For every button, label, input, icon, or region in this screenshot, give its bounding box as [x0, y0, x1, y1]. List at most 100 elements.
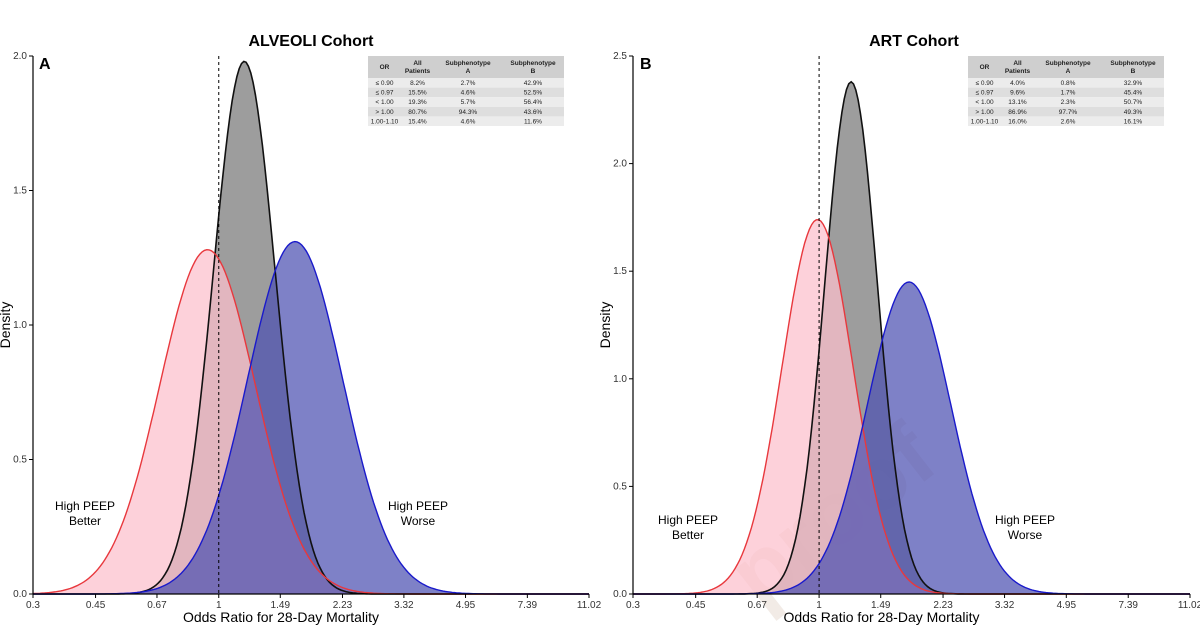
table-cell: > 1.00	[975, 109, 994, 116]
table-cell: 0.8%	[1061, 80, 1076, 87]
table-cell: 1.7%	[1061, 90, 1076, 97]
table-header-word: Patients	[405, 68, 431, 75]
table-header-word: A	[466, 68, 471, 75]
y-axis-title: Density	[0, 302, 13, 349]
table-cell: 2.7%	[461, 80, 476, 87]
table-cell: 50.7%	[1124, 99, 1143, 106]
table-cell: 8.2%	[410, 80, 425, 87]
table-cell: < 1.00	[975, 99, 994, 106]
panel-a-alveoli: ALVEOLI Cohort A 0.3 0.45 0.67 1 1.49 2.23 3.32 4…	[0, 33, 602, 625]
x-axis-title: Odds Ratio for 28-Day Mortality	[183, 609, 379, 625]
x-tick-label: 4.95	[456, 600, 476, 611]
table-cell: 4.6%	[461, 118, 476, 125]
x-tick-label: 3.32	[995, 600, 1015, 611]
table-cell: > 1.00	[375, 109, 394, 116]
table-cell: ≤ 0.97	[975, 90, 993, 97]
table-cell: 16.1%	[1124, 118, 1143, 125]
table-cell: 86.9%	[1008, 109, 1027, 116]
table-header-bg	[968, 56, 1164, 78]
table-row	[368, 87, 564, 98]
table-cell: 80.7%	[408, 109, 427, 116]
x-tick-label: 1	[816, 600, 822, 611]
annotation-better: Better	[69, 514, 101, 528]
table-cell: 32.9%	[1124, 80, 1143, 87]
table-cell: 9.6%	[1010, 90, 1025, 97]
x-tick-label: 7.39	[518, 600, 538, 611]
table-cell: 45.4%	[1124, 90, 1143, 97]
x-tick-label: 11.02	[577, 600, 602, 611]
table-header-cell: OR	[380, 64, 390, 71]
table-row	[968, 97, 1164, 107]
table-header-word: All	[413, 60, 422, 67]
table-row	[968, 116, 1164, 126]
x-tick-label: 1.49	[871, 600, 891, 611]
y-tick-label: 1.5	[13, 186, 27, 197]
table-row	[368, 116, 564, 126]
y-tick-label: 0.5	[613, 481, 627, 492]
table-cell: 19.3%	[408, 99, 427, 106]
table-header-cell: Subphenotype B	[1110, 60, 1156, 75]
annotation-worse: Worse	[401, 514, 436, 528]
table-cell: 4.6%	[461, 90, 476, 97]
table-row	[368, 97, 564, 107]
y-axis-title: Density	[597, 302, 613, 349]
table-header-cell: All Patients	[405, 60, 431, 75]
y-tick-label: 2.0	[613, 159, 627, 170]
x-tick-label: 0.67	[747, 600, 767, 611]
table-cell: 2.6%	[1061, 118, 1076, 125]
annotation-worse: High PEEP	[388, 499, 448, 513]
table-header-cell: All Patients	[1005, 60, 1031, 75]
table-header-word: Subphenotype	[1110, 60, 1156, 67]
x-tick-label: 0.45	[86, 600, 106, 611]
annotation-worse: Worse	[1008, 528, 1043, 542]
table-cell: 15.4%	[408, 118, 427, 125]
y-tick-label: 0.0	[13, 589, 27, 600]
table-row	[368, 106, 564, 117]
table-header-cell: Subphenotype B	[510, 60, 556, 75]
table-row	[968, 78, 1164, 88]
y-tick-label: 1.5	[613, 266, 627, 277]
annotation-better: High PEEP	[55, 499, 115, 513]
table-header-word: Patients	[1005, 68, 1031, 75]
table-header-bg	[368, 56, 564, 78]
x-tick-label: 0.3	[626, 600, 640, 611]
table-header-word: Subphenotype	[445, 60, 491, 67]
table-header-word: Subphenotype	[510, 60, 556, 67]
table-header-word: Subphenotype	[1045, 60, 1091, 67]
x-tick-label: 2.23	[933, 600, 953, 611]
table-header-word: B	[531, 68, 536, 75]
table-header-word: All	[1013, 60, 1022, 67]
annotation-better: High PEEP	[658, 513, 718, 527]
y-tick-label: 2.5	[613, 51, 627, 62]
chart-title: ART Cohort	[869, 33, 959, 50]
annotation-worse: High PEEP	[995, 513, 1055, 527]
x-axis-title: Odds Ratio for 28-Day Mortality	[783, 609, 979, 625]
density-area-2	[633, 219, 1190, 594]
table-cell: 52.5%	[524, 90, 543, 97]
y-tick-label: 0.0	[613, 589, 627, 600]
table-cell: < 1.00	[375, 99, 394, 106]
table-cell: 16.0%	[1008, 118, 1027, 125]
table-header-cell: OR	[980, 64, 990, 71]
x-tick-label: 3.32	[394, 600, 414, 611]
table-cell: 42.9%	[524, 80, 543, 87]
x-tick-label: 7.39	[1119, 600, 1139, 611]
table-cell: 56.4%	[524, 99, 543, 106]
table-header-cell: Subphenotype A	[445, 60, 491, 75]
x-tick-label: 1.49	[271, 600, 291, 611]
x-tick-label: 2.23	[333, 600, 353, 611]
panel-b-art: ART Cohort B 0.3 0.45 0.67 1 1.49 2.23 3.32 4.95 7…	[597, 33, 1200, 625]
x-tick-label: 1	[216, 600, 222, 611]
y-tick-label: 1.0	[613, 374, 627, 385]
table-cell: 4.0%	[1010, 80, 1025, 87]
table-cell: 13.1%	[1008, 99, 1027, 106]
table-cell: ≤ 0.97	[375, 90, 393, 97]
density-area-3	[633, 282, 1190, 594]
panel-letter: B	[640, 56, 652, 73]
x-tick-label: 0.3	[26, 600, 40, 611]
y-tick-label: 1.0	[13, 320, 27, 331]
table-row	[368, 78, 564, 88]
table-cell: 97.7%	[1059, 109, 1078, 116]
annotation-better: Better	[672, 528, 704, 542]
